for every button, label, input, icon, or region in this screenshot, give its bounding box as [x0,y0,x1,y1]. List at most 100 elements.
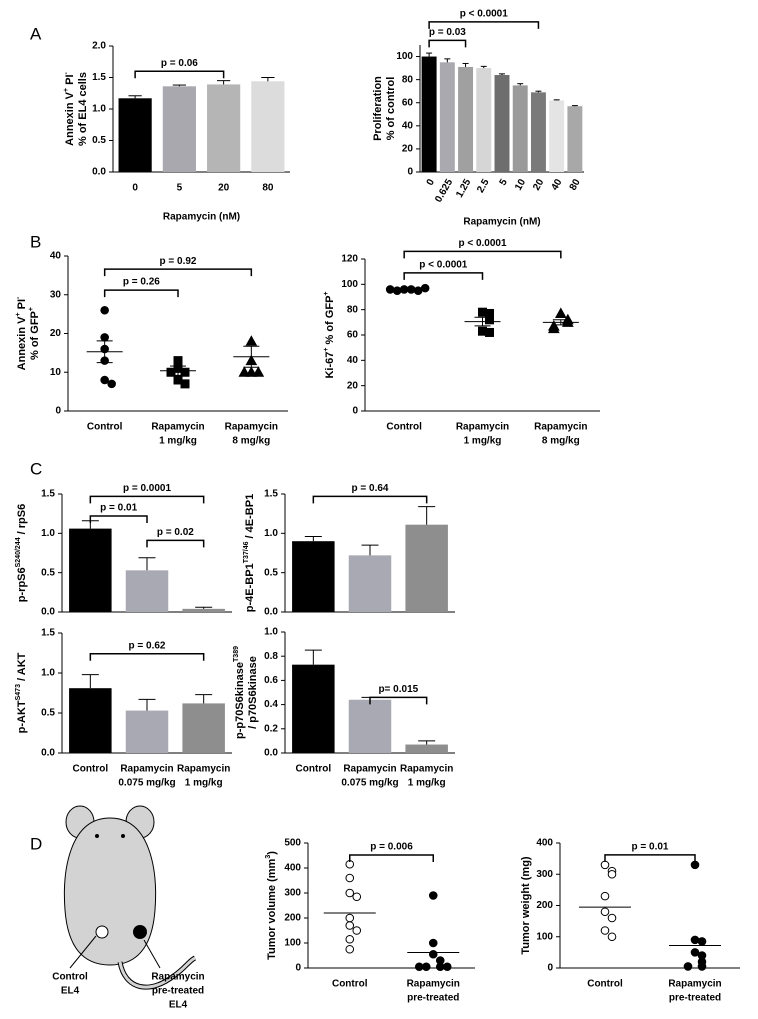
diagram-label: Control [52,972,88,983]
data-point [345,888,355,898]
x-tick-label: pre-treated [669,993,721,1004]
data-point [485,315,494,325]
bar [494,75,510,172]
y-tick-label: 20 [50,328,62,339]
data-point [100,305,109,315]
bar [69,528,112,612]
significance-bracket: p = 0.03 [428,27,467,48]
y-tick-label: 1.0 [264,627,278,638]
y-tick-label: 0.6 [264,675,278,686]
label-part: p-p70S6kinase [234,662,246,739]
x-tick-label: 1 mg/kg [464,436,502,447]
error-bar [426,52,433,57]
label-part: Tumor weight (mg) [520,856,532,955]
mouse-eye [95,834,99,838]
bracket-line [403,272,484,280]
label-part: % of control [385,77,397,141]
label-part: p-rpS6 [16,567,28,602]
panel-label: A [30,24,42,43]
bar [458,66,474,172]
bracket-line [428,39,467,48]
diagram-label: EL4 [61,986,80,997]
y-tick-label: 40 [402,120,414,131]
data-point [245,366,258,377]
error-bar [138,557,156,571]
bar [251,81,285,172]
x-tick-label: 1 mg/kg [408,778,446,789]
label-part: Annexin V [64,91,76,145]
chart: 0 100 200 300 400 Tumor weight (mg) Control Rap… [520,838,740,1004]
bar [512,85,528,172]
y-tick-label: 80 [402,74,414,85]
data-point [252,366,265,377]
y-axis-label: Ki-67+ % of GFP+ [323,291,336,378]
y-tick-label: 0.5 [92,135,106,146]
bracket-line [103,268,253,277]
label-part: Tumor volume (mm [266,858,278,959]
error-bar [499,73,505,76]
panel-label: C [30,459,42,478]
data-point [561,316,574,327]
significance-bracket: p = 0.92 [103,256,253,277]
data-point [392,286,402,295]
data-point [421,962,431,972]
error-bar [552,319,569,326]
y-tick-label: 0 [295,963,301,974]
x-tick-label: Control [73,764,109,775]
data-point [414,962,424,972]
y-tick-label: 1.5 [92,72,106,83]
data-point [554,307,567,318]
y-axis-label: Tumor volume (mm3) [265,851,278,960]
bar [292,664,335,753]
error-bar [517,83,524,86]
label-part: % of EL4 cells [77,72,89,146]
p-value-label: p < 0.0001 [419,260,468,271]
superscript: + [323,348,330,352]
bracket-line [403,250,562,259]
x-tick-label: Rapamycin [120,764,173,775]
significance-bracket: p = 0.02 [146,527,205,548]
tumor-treated [133,925,147,939]
data-point [690,935,700,945]
y-tick-label: 20 [402,144,414,155]
bar [162,86,196,172]
diagram-label: pre-treated [152,986,204,997]
bar [348,555,392,612]
data-point [345,934,355,944]
x-tick-label: 5 [177,183,183,194]
data-point [420,283,430,293]
chart: 0.0 0.5 1.0 1.5 p-4E-BP1T37/46 / 4E-BP1 p = 0… [243,483,455,618]
data-point [607,913,617,923]
x-tick-label: Control [587,979,623,990]
y-tick-label: 300 [284,888,301,899]
y-tick-label: 200 [284,913,301,924]
error-bar [261,77,275,82]
error-bar [396,288,413,291]
p-value-label: p = 0.64 [352,483,389,494]
y-tick-label: 60 [347,330,359,341]
bar [405,524,448,612]
p-value-label: p = 0.62 [129,640,166,651]
error-bar [96,340,113,364]
data-point [428,949,438,959]
x-tick-label: 80 [262,183,274,194]
data-point [600,891,610,901]
x-tick-label: 20 [218,183,230,194]
significance-bracket: p = 0.26 [103,277,179,298]
data-point [690,860,700,870]
label-part: Proliferation [372,76,384,141]
y-axis-label: p-4E-BP1T37/46 / 4E-BP1 [243,494,256,612]
y-tick-label: 100 [396,51,413,62]
y-tick-label: 10 [50,367,62,378]
data-point [428,891,438,900]
superscript: + [63,88,70,92]
x-tick-label: Rapamycin [177,764,230,775]
label-part: p-4E-BP1 [244,563,256,612]
x-tick-label: 40 [549,177,564,193]
significance-bracket: p = 0.64 [312,483,428,504]
x-tick-label: Rapamycin [343,764,396,775]
bracket-line [312,495,428,504]
data-point [485,327,494,337]
